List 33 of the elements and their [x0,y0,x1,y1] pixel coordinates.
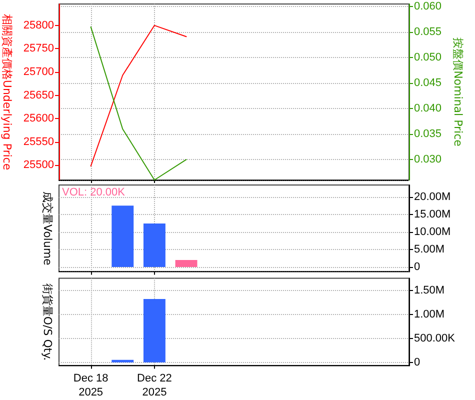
y-tick-label: 20.00M [414,190,451,203]
y-tick-label: 25500 [23,159,54,172]
x-tick-label: Dec 18 2025 [73,372,108,399]
y-tick-label: 1.00M [414,308,445,320]
bar [175,260,198,267]
y-tick-label: 10.00M [414,226,451,238]
y-tick-label: 25650 [23,89,54,102]
y-axis-title: 相關資產價格Underlying Price [0,14,14,170]
y-tick-label: 25550 [23,136,54,148]
y-tick-label: 25750 [23,42,54,55]
y-tick-label: 25800 [23,19,54,32]
y-tick-label: 5.00M [414,243,445,256]
bar [143,224,166,267]
bar [112,206,134,267]
y-tick-label: 1.50M [414,284,445,296]
y2-tick-label: 0.035 [414,128,442,140]
y-tick-label: 500.00K [414,332,456,344]
y-axis-title: 街貨量O/S Qty. [41,283,54,361]
y-tick-label: 25700 [23,66,54,78]
y2-tick-label: 0.055 [414,26,442,38]
annotation: VOL: 20.00K [62,186,126,198]
x-tick-label: Dec 22 2025 [137,372,172,399]
y2-tick-label: 0.045 [414,77,442,90]
y2-axis-title: 按盤價Nominal Price [451,38,464,147]
y2-tick-label: 0.050 [414,52,442,64]
y-tick-label: 15.00M [414,208,451,220]
y2-tick-label: 0.060 [414,0,442,13]
y-tick-label: 0 [414,356,420,368]
y-tick-label: 25600 [23,112,54,125]
y-tick-label: 0 [414,260,420,273]
y-axis-title: 成交量Volume [41,191,54,266]
y2-tick-label: 0.040 [414,102,442,115]
y2-tick-label: 0.030 [414,154,442,166]
